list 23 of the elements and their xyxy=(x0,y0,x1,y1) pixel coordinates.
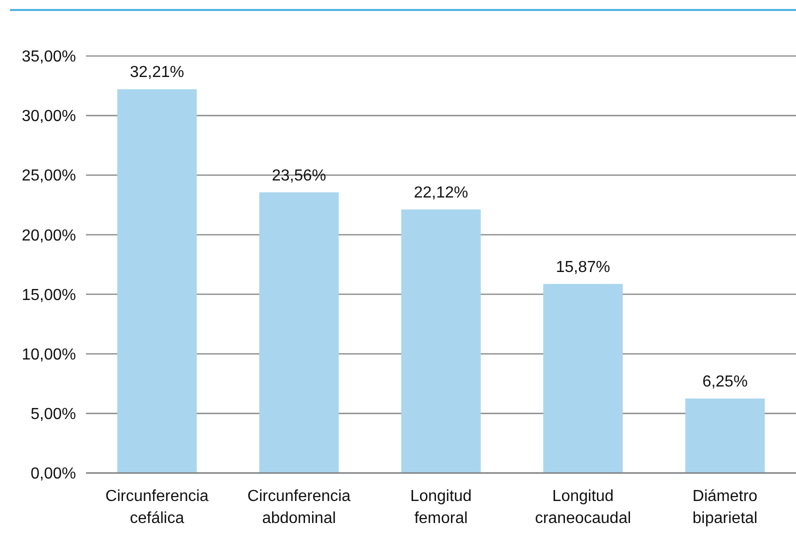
x-tick-label: Diámetro biparietal xyxy=(692,488,758,527)
data-label: 22,12% xyxy=(414,184,468,202)
x-tick-label: Circunferencia abdominal xyxy=(247,488,351,527)
x-tick-label: Longitud craneocaudal xyxy=(534,488,632,527)
y-tick-label: 35,00% xyxy=(22,48,76,66)
y-tick-label: 5,00% xyxy=(30,406,76,424)
y-tick-label: 25,00% xyxy=(22,168,76,185)
bar xyxy=(259,192,339,473)
bar xyxy=(117,89,197,473)
bar xyxy=(543,284,623,473)
y-tick-label: 30,00% xyxy=(22,108,76,126)
data-label: 32,21% xyxy=(130,64,184,82)
data-label: 15,87% xyxy=(556,258,610,276)
bar xyxy=(685,398,765,473)
y-tick-label: 10,00% xyxy=(22,346,76,364)
bar xyxy=(401,209,481,473)
y-tick-label: 20,00% xyxy=(22,227,76,244)
x-tick-label: Circunferencia cefálica xyxy=(105,488,209,527)
data-label: 23,56% xyxy=(272,167,326,184)
y-tick-label: 15,00% xyxy=(22,286,76,304)
y-tick-label: 0,00% xyxy=(30,466,76,483)
data-label: 6,25% xyxy=(702,374,748,391)
x-tick-label: Longitud femoral xyxy=(410,488,472,527)
